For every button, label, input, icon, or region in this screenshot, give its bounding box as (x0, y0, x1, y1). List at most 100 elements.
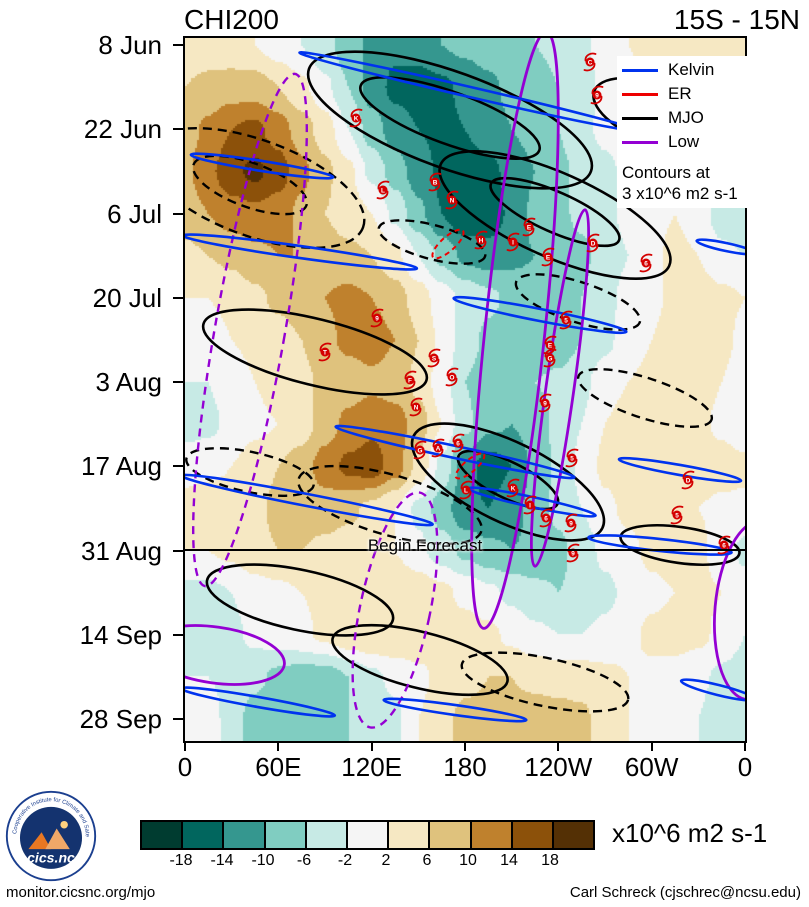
mjo-contour (205, 563, 395, 637)
cyclone-icon: G (413, 440, 427, 460)
kelvin-line-sample (622, 68, 658, 72)
svg-text:9: 9 (375, 315, 379, 322)
footer-credit: Carl Schreck (cjschrec@ncsu.edu) (569, 884, 801, 901)
mjo-contour (306, 50, 594, 190)
svg-text:T: T (323, 349, 327, 356)
svg-text:G: G (548, 355, 553, 362)
er-line-sample (622, 92, 658, 96)
colorbar-segment (142, 822, 184, 848)
storm-symbol: G (410, 440, 430, 460)
storm-symbol: K (503, 478, 523, 498)
cyclone-icon: F (403, 370, 417, 390)
cyclone-icon: N (409, 397, 423, 417)
colorbar-segment (265, 822, 307, 848)
storm-symbol: E (540, 335, 560, 355)
legend-label: MJO (668, 108, 704, 127)
storm-symbol: 6 (448, 433, 468, 453)
svg-text:I: I (529, 502, 531, 509)
storm-symbol: H (471, 230, 491, 250)
cyclone-icon: E (541, 247, 555, 267)
y-axis-label: 6 Jul (107, 198, 162, 229)
cicsnc-logo: Cooperative Institute for Climate and Sa… (4, 789, 97, 882)
colorbar-tick-label: -10 (251, 852, 275, 869)
storm-symbol: L (373, 180, 393, 200)
mjo-dashed-contour (377, 219, 487, 265)
cyclone-icon: T (318, 342, 332, 362)
svg-text:E: E (527, 224, 532, 231)
y-axis-tick (173, 296, 184, 299)
svg-text:6: 6 (722, 542, 726, 549)
storm-symbol: 5 (562, 448, 582, 468)
kelvin-contour (695, 238, 745, 256)
storm-symbol: 6 (536, 508, 556, 528)
storm-symbol: B (425, 172, 445, 192)
cyclone-icon: L (459, 480, 473, 500)
storm-symbol: E (519, 217, 539, 237)
colorbar-tick-label: 6 (422, 852, 432, 869)
storm-symbol: E (538, 247, 558, 267)
cyclone-icon: 6 (639, 253, 653, 273)
svg-text:C: C (588, 59, 593, 66)
y-axis-label: 20 Jul (92, 282, 162, 313)
svg-text:5: 5 (675, 512, 679, 519)
svg-text:E: E (546, 254, 551, 261)
mjo-dashed-contour (514, 273, 642, 331)
legend-label: Kelvin (668, 60, 715, 79)
cyclone-icon: D (681, 470, 695, 490)
begin-forecast-line (185, 549, 745, 551)
y-axis-tick (173, 718, 184, 720)
footer-url: monitor.cicsnc.org/mjo (6, 884, 156, 901)
y-axis-tick (173, 633, 184, 636)
storm-symbol: N (442, 190, 462, 210)
colorbar-tick-label: 10 (459, 852, 477, 869)
svg-text:E: E (548, 342, 553, 349)
storm-symbol: A (428, 438, 448, 458)
x-axis-label: 120E (341, 752, 403, 782)
svg-text:L: L (464, 487, 468, 494)
mjo-contour (201, 308, 429, 396)
latitude-band-label: 15S - 15N (673, 4, 800, 35)
colorbar-tick-label: -18 (169, 852, 193, 869)
y-axis-tick (173, 212, 184, 215)
colorbar-tick-label: 2 (381, 852, 391, 869)
mjo-contour (456, 449, 560, 511)
begin-forecast-label: Begin Forecast (367, 536, 483, 555)
svg-text:G: G (418, 447, 423, 454)
y-axis-label: 8 Jun (98, 30, 162, 60)
kelvin-contour (189, 152, 335, 180)
storm-symbol: 9 (535, 393, 555, 413)
storm-symbol: D (583, 233, 603, 253)
low-contour (529, 208, 591, 568)
svg-text:D: D (686, 477, 691, 484)
svg-text:N: N (450, 197, 455, 204)
cyclone-icon: D (586, 233, 600, 253)
storm-symbol: 9 (563, 543, 583, 563)
cyclone-icon: 9 (566, 543, 580, 563)
colorbar-segment (347, 822, 390, 848)
svg-text:S: S (432, 355, 437, 362)
svg-text:K: K (354, 115, 359, 122)
svg-text:6: 6 (544, 515, 548, 522)
x-axis-tick (650, 742, 653, 751)
storm-symbol: I (503, 232, 523, 252)
colorbar-units-label: x10^6 m2 s-1 (612, 818, 768, 848)
cyclone-icon: C (583, 52, 597, 72)
y-axis-label: 3 Aug (95, 367, 162, 397)
colorbar-segment (430, 822, 472, 848)
svg-text:N: N (414, 404, 419, 411)
cyclone-icon: N (445, 190, 459, 210)
cyclone-icon: 9 (590, 85, 604, 105)
x-axis-tick (184, 742, 186, 751)
kelvin-contour (185, 473, 434, 527)
cyclone-icon: 5 (559, 310, 573, 330)
legend-item-mjo: MJO (622, 106, 809, 130)
cyclone-icon: G (543, 348, 557, 368)
mjo-dashed-contour (576, 367, 714, 429)
mjo-contour (410, 422, 606, 542)
storm-symbol: G (540, 348, 560, 368)
x-axis-tick (557, 742, 560, 751)
cyclone-icon: 9 (538, 393, 552, 413)
storm-symbol: L (456, 480, 476, 500)
storm-symbol: 6 (636, 253, 656, 273)
legend-items: Kelvin ER MJO Low (622, 58, 809, 154)
